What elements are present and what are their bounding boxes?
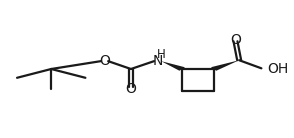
Text: O: O — [99, 54, 110, 68]
Polygon shape — [161, 61, 185, 71]
Text: H: H — [156, 48, 165, 61]
Text: N: N — [152, 54, 163, 68]
Text: OH: OH — [268, 62, 289, 76]
Polygon shape — [211, 60, 239, 71]
Text: O: O — [126, 82, 136, 96]
Text: O: O — [230, 33, 241, 47]
